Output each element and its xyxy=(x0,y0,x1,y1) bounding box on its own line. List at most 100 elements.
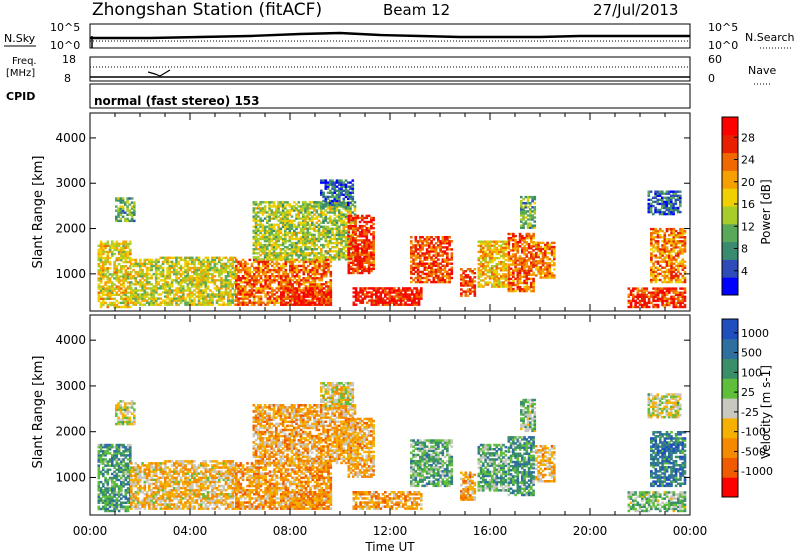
power-echo-cell xyxy=(184,262,187,266)
power-echo-cell xyxy=(304,254,307,257)
power-echo-cell xyxy=(308,219,312,222)
power-echo-cell xyxy=(148,272,151,276)
power-echo-cell xyxy=(495,275,499,278)
power-echo-cell xyxy=(253,301,256,304)
power-echo-cell xyxy=(325,275,328,278)
power-echo-cell xyxy=(164,258,167,262)
power-echo-cell xyxy=(479,283,483,286)
power-echo-cell xyxy=(239,297,243,300)
power-echo-cell xyxy=(191,299,194,302)
power-echo-cell xyxy=(514,241,517,244)
power-echo-cell xyxy=(548,276,552,279)
power-echo-cell xyxy=(527,267,531,270)
power-echo-cell xyxy=(425,276,429,280)
power-echo-cell xyxy=(295,231,298,235)
power-echo-cell xyxy=(681,295,685,298)
power-echo-cell xyxy=(313,268,317,272)
power-echo-cell xyxy=(231,283,235,286)
power-echo-cell xyxy=(126,295,130,298)
power-echo-cell xyxy=(120,267,123,270)
power-echo-cell xyxy=(654,303,658,307)
power-echo-cell xyxy=(297,239,301,243)
power-echo-cell xyxy=(177,291,181,294)
power-echo-cell xyxy=(397,289,401,292)
power-echo-cell xyxy=(270,227,274,230)
power-echo-cell xyxy=(206,270,210,274)
power-echo-cell xyxy=(266,268,270,272)
power-echo-cell xyxy=(347,218,351,222)
power-echo-cell xyxy=(231,295,235,298)
power-echo-cell xyxy=(259,270,263,274)
power-echo-cell xyxy=(354,291,358,294)
power-echo-cell xyxy=(284,237,287,241)
power-echo-cell xyxy=(173,297,176,300)
power-echo-cell xyxy=(354,243,357,246)
power-echo-cell xyxy=(277,272,281,276)
power-echo-cell xyxy=(347,271,351,275)
power-echo-cell xyxy=(237,270,240,274)
power-echo-cell xyxy=(161,272,165,276)
power-echo-cell xyxy=(115,217,118,221)
power-echo-cell xyxy=(115,299,119,303)
power-echo-cell xyxy=(439,262,442,265)
power-echo-cell xyxy=(237,266,240,270)
power-echo-cell xyxy=(257,256,260,259)
power-echo-cell xyxy=(365,243,369,246)
power-echo-cell xyxy=(124,258,128,262)
power-echo-cell xyxy=(306,252,310,255)
power-echo-cell xyxy=(177,266,181,270)
power-echo-cell xyxy=(246,268,249,272)
power-echo-cell xyxy=(315,221,319,224)
power-echo-cell xyxy=(416,280,420,284)
power-echo-cell xyxy=(218,272,221,276)
power-echo-cell xyxy=(295,213,298,216)
power-echo-cell xyxy=(119,205,123,208)
power-echo-cell xyxy=(270,229,274,233)
power-echo-cell xyxy=(175,260,178,264)
power-echo-cell xyxy=(311,295,315,298)
power-echo-cell xyxy=(264,264,267,268)
power-echo-cell xyxy=(347,209,350,212)
power-echo-cell xyxy=(302,279,306,282)
power-echo-cell xyxy=(284,256,287,259)
power-echo-cell xyxy=(145,291,149,294)
power-echo-cell xyxy=(317,237,321,241)
power-echo-cell xyxy=(643,305,646,309)
power-echo-cell xyxy=(99,252,103,256)
power-echo-cell xyxy=(311,201,314,204)
power-echo-cell xyxy=(326,231,330,235)
power-echo-cell xyxy=(325,281,328,284)
power-echo-cell xyxy=(197,279,201,282)
power-echo-cell xyxy=(197,297,201,300)
power-echo-cell xyxy=(523,267,526,270)
power-echo-cell xyxy=(425,278,429,282)
power-echo-cell xyxy=(335,203,339,207)
power-echo-cell xyxy=(99,271,103,274)
power-echo-cell xyxy=(255,283,258,286)
power-echo-cell xyxy=(530,281,533,285)
power-echo-cell xyxy=(104,260,107,264)
power-echo-cell xyxy=(329,241,332,245)
power-echo-cell xyxy=(358,261,362,264)
power-echo-cell xyxy=(164,287,167,290)
power-echo-cell xyxy=(659,256,662,259)
power-echo-cell xyxy=(291,260,294,264)
power-echo-cell xyxy=(526,200,530,203)
power-echo-cell xyxy=(227,287,230,290)
power-echo-cell xyxy=(532,249,535,252)
power-echo-cell xyxy=(518,234,522,238)
power-echo-cell xyxy=(261,235,265,239)
power-echo-cell xyxy=(443,250,447,253)
power-echo-cell xyxy=(537,253,540,257)
power-echo-cell xyxy=(211,258,214,262)
power-echo-cell xyxy=(213,293,217,296)
power-echo-cell xyxy=(460,294,463,297)
power-echo-cell xyxy=(106,289,110,292)
power-echo-cell xyxy=(659,287,662,290)
power-echo-cell xyxy=(318,283,321,286)
power-echo-cell xyxy=(304,299,308,302)
power-echo-cell xyxy=(507,279,511,283)
power-echo-cell xyxy=(331,233,334,237)
power-echo-cell xyxy=(306,239,310,243)
power-echo-cell xyxy=(193,283,196,286)
